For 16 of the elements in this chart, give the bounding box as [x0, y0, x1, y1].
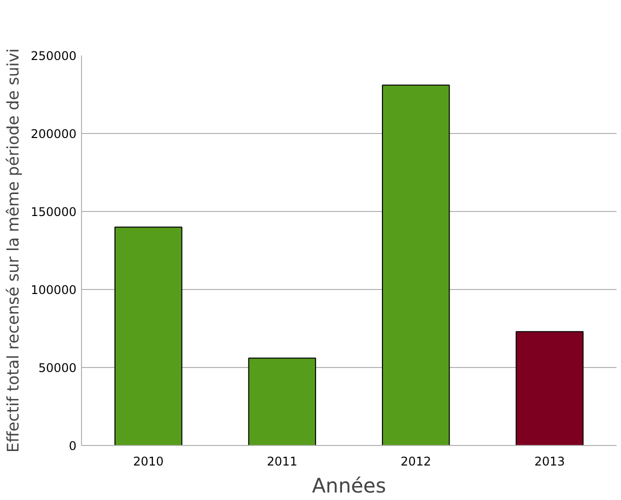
y-tick-label: 150000 — [30, 205, 77, 219]
y-tick-label: 250000 — [30, 49, 77, 63]
x-tick-label: 2013 — [534, 454, 565, 468]
bar — [516, 331, 584, 446]
y-axis-title: Effectif total recensé sur la même période de suivi — [4, 48, 23, 453]
bar — [114, 226, 182, 446]
y-tick-label: 50000 — [38, 361, 77, 375]
bar — [248, 358, 316, 446]
bar — [382, 84, 450, 446]
y-tick-label: 0 — [68, 439, 77, 453]
x-axis-title: Années — [312, 474, 386, 498]
x-tick-label: 2010 — [133, 454, 164, 468]
y-tick-label: 100000 — [30, 283, 77, 297]
y-tick-label: 200000 — [30, 127, 77, 141]
x-tick-label: 2011 — [266, 454, 298, 468]
x-tick-label: 2012 — [400, 454, 432, 468]
